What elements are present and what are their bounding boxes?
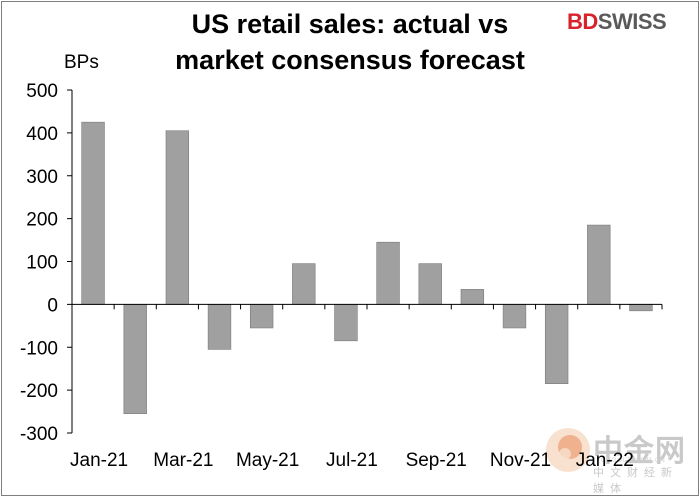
chart-title: US retail sales: actual vs market consen…: [0, 6, 700, 78]
x-tick-label: Nov-21: [490, 450, 551, 471]
x-tick-label: Mar-21: [153, 450, 213, 471]
cngold-watermark: 中金网 CNGOLD.COM.CN 中文财经新媒体: [543, 420, 693, 495]
bar-May-21: [249, 304, 274, 329]
bdswiss-logo-suffix: SWISS: [597, 9, 667, 34]
y-tick-label: -200: [20, 381, 58, 402]
bar-Dec-21: [544, 304, 569, 385]
bar-Jan-21: [81, 121, 105, 305]
bar-Jun-21: [292, 263, 316, 305]
bdswiss-logo: BDSWISS: [567, 9, 667, 35]
bdswiss-logo-prefix: BD: [567, 9, 598, 34]
x-tick-label: Jul-21: [326, 450, 378, 471]
y-tick-label: 500: [26, 81, 58, 102]
bar-Nov-21: [502, 304, 527, 329]
y-tick-label: 400: [26, 124, 58, 145]
y-axis-unit-label: BPs: [64, 52, 99, 73]
y-tick-label: 200: [26, 210, 58, 231]
x-tick-label: Sep-21: [406, 450, 467, 471]
watermark-url: CNGOLD.COM.CN: [601, 458, 666, 464]
cngold-logo-icon: [546, 428, 590, 472]
x-tick-labels: Jan-21 Mar-21 May-21 Jul-21 Sep-21 Nov-21 Jan-…: [70, 450, 634, 471]
chart-title-line-2: market consensus forecast: [175, 45, 525, 75]
bar-group: [81, 121, 653, 415]
bar-Apr-21: [207, 304, 232, 350]
y-tick-label: -300: [20, 424, 58, 445]
watermark-chinese-text: 中金网: [593, 435, 686, 468]
x-tick-label: Jan-21: [70, 450, 128, 471]
axes-group: [67, 89, 663, 434]
bar-Feb-22: [629, 304, 653, 312]
bar-Aug-21: [376, 241, 400, 305]
bar-Jan-22: [587, 224, 611, 305]
bar-Mar-21: [165, 130, 190, 305]
x-tick-label: May-21: [236, 450, 299, 471]
y-tick-label: 0: [47, 295, 58, 316]
bar-Sep-21: [418, 263, 442, 305]
chart-title-line-1: US retail sales: actual vs: [191, 9, 509, 39]
y-tick-labels: 500 400 300 200 100 0 -100 -200 -300: [20, 81, 58, 445]
watermark-subtitle: 中文财经新媒体: [593, 467, 678, 495]
x-tick-label: Jan-22: [576, 450, 634, 471]
bar-Jul-21: [334, 304, 358, 342]
bar-Feb-21: [123, 304, 147, 415]
y-tick-label: 300: [26, 167, 58, 188]
y-tick-label: 100: [26, 253, 58, 274]
y-tick-label: -100: [20, 338, 58, 359]
bar-Oct-21: [460, 289, 485, 305]
